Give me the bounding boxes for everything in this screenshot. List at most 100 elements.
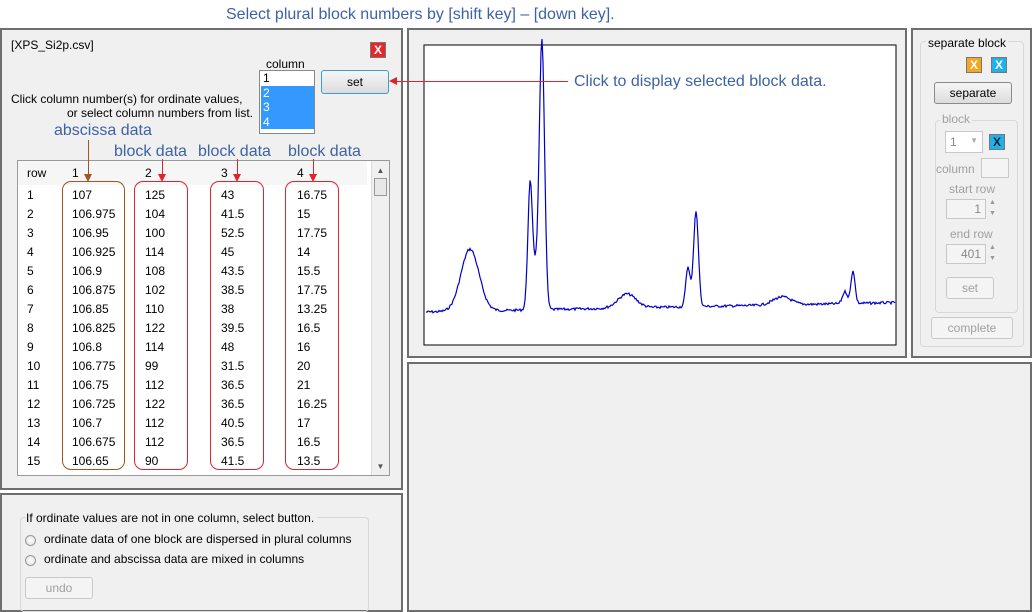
table-row[interactable]: 1 107 125 43 16.75 [18,185,367,204]
block-highlight [285,181,339,470]
dispersed-radio-label[interactable]: ordinate data of one block are dispersed… [44,532,352,546]
table-cell: 106.675 [72,434,116,449]
table-cell: 90 [145,453,159,468]
block-set-button[interactable]: set [946,277,994,299]
table-cell: 36.5 [221,377,245,392]
table-cell: 16 [297,339,311,354]
table-cell: 40.5 [221,415,245,430]
table-cell: 17.75 [297,282,328,297]
instruction-line2: or select column numbers from list. [66,106,253,120]
table-cell: 38.5 [221,282,245,297]
table-cell: 106.875 [72,282,116,297]
column-field[interactable] [981,158,1009,178]
scrollbar[interactable]: ▲ ▼ [371,161,389,475]
header-col-3[interactable]: 3 [221,166,228,180]
table-cell: 106.725 [72,396,116,411]
table-cell: 107 [72,187,93,202]
scroll-down-icon[interactable]: ▼ [376,462,385,471]
table-cell: 13.5 [297,453,321,468]
start-row-label: start row [949,182,996,196]
abscissa-highlight [62,181,125,470]
column-option-selected[interactable]: 4 [261,114,314,129]
table-cell: 41.5 [221,206,245,221]
end-row-spinner-icon[interactable]: ▲ ▼ [989,244,996,262]
table-row[interactable]: 10 106.775 99 31.5 20 [18,356,367,375]
table-cell: 104 [145,206,166,221]
column-option-selected[interactable]: 3 [261,100,314,115]
row-number: 4 [27,244,34,259]
header-col-1[interactable]: 1 [72,166,79,180]
complete-button[interactable]: complete [931,317,1013,339]
close-orange-button[interactable]: X [966,57,982,73]
table-cell: 14 [297,244,311,259]
table-row[interactable]: 12 106.725 122 36.5 16.25 [18,394,367,413]
table-row[interactable]: 6 106.875 102 38.5 17.75 [18,280,367,299]
empty-panel [407,362,1032,612]
table-row[interactable]: 13 106.7 112 40.5 17 [18,413,367,432]
scroll-up-icon[interactable]: ▲ [376,166,385,175]
table-cell: 15.5 [297,263,321,278]
row-number: 6 [27,282,34,297]
table-row[interactable]: 14 106.675 112 36.5 16.5 [18,432,367,451]
table-cell: 106.775 [72,358,116,373]
close-file-button[interactable]: X [370,42,386,58]
block-highlight [210,181,264,470]
table-cell: 106.9 [72,263,103,278]
close-blue-button[interactable]: X [991,57,1007,73]
table-cell: 106.975 [72,206,116,221]
table-row[interactable]: 4 106.925 114 45 14 [18,242,367,261]
mixed-radio[interactable] [25,555,36,566]
column-option[interactable]: 1 [263,71,270,85]
table-row[interactable]: 3 106.95 100 52.5 17.75 [18,223,367,242]
table-cell: 15 [297,206,311,221]
table-row[interactable]: 9 106.8 114 48 16 [18,337,367,356]
table-row[interactable]: 5 106.9 108 43.5 15.5 [18,261,367,280]
table-cell: 106.95 [72,225,109,240]
arrow-line [313,159,314,175]
table-cell: 38 [221,301,235,316]
start-row-field[interactable]: 1 [946,199,986,219]
end-row-field[interactable]: 401 [946,244,986,264]
separate-button[interactable]: separate [934,82,1012,104]
set-button[interactable]: set [321,70,389,94]
table-row[interactable]: 2 106.975 104 41.5 15 [18,204,367,223]
table-cell: 114 [145,244,165,259]
arrow-icon [233,174,241,182]
table-cell: 112 [145,415,165,430]
separate-title: separate block [926,36,1009,50]
row-number: 3 [27,225,34,240]
header-col-2[interactable]: 2 [145,166,152,180]
table-row[interactable]: 11 106.75 112 36.5 21 [18,375,367,394]
top-annotation: Select plural block numbers by [shift ke… [226,6,615,23]
table-cell: 106.8 [72,339,103,354]
block-highlight [134,181,188,470]
row-number: 11 [27,377,40,392]
arrow-line [396,81,568,82]
table-cell: 45 [221,244,235,259]
undo-button[interactable]: undo [25,577,93,599]
data-panel: [XPS_Si2p.csv] X column 1 2 3 4 set Clic… [0,28,403,490]
start-row-spinner-icon[interactable]: ▲ ▼ [989,199,996,217]
table-row[interactable]: 8 106.825 122 39.5 16.5 [18,318,367,337]
block-select[interactable]: 1 ▼ [945,131,983,153]
table-cell: 125 [145,187,166,202]
table-cell: 17 [297,415,311,430]
table-cell: 52.5 [221,225,245,240]
header-col-4[interactable]: 4 [297,166,304,180]
remove-block-button[interactable]: X [989,134,1005,150]
dispersed-radio[interactable] [25,535,36,546]
table-row[interactable]: 15 106.65 90 41.5 13.5 [18,451,367,470]
scroll-thumb[interactable] [374,178,387,196]
block-title: block [940,112,973,126]
table-cell: 100 [145,225,166,240]
column-option-selected[interactable]: 2 [261,85,314,100]
column-listbox[interactable]: 1 2 3 4 [259,70,315,134]
set-hint-annotation: Click to display selected block data. [574,73,827,91]
table-row[interactable]: 7 106.85 110 38 13.25 [18,299,367,318]
spectrum-plot [423,39,897,346]
table-cell: 16.75 [297,187,328,202]
arrow-icon [309,174,317,182]
table-cell: 122 [145,320,166,335]
mixed-radio-label[interactable]: ordinate and abscissa data are mixed in … [44,552,305,566]
arrow-icon [158,174,166,182]
